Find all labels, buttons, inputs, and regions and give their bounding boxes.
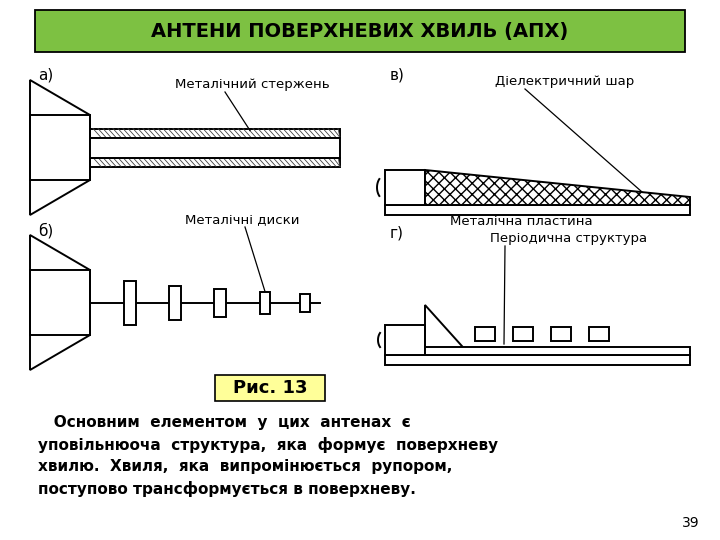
Text: Діелектричний шар: Діелектричний шар: [495, 75, 634, 88]
Text: Основним  елементом  у  цих  антенах  є: Основним елементом у цих антенах є: [38, 415, 410, 430]
Text: а): а): [38, 68, 53, 83]
Polygon shape: [425, 170, 690, 205]
Text: Металічний стержень: Металічний стержень: [175, 78, 330, 91]
Text: Металічні диски: Металічні диски: [185, 213, 300, 226]
Bar: [35, 10, 685, 52]
Text: Рис. 13: Рис. 13: [233, 379, 307, 397]
Text: б): б): [38, 223, 53, 239]
Bar: [385, 205, 690, 215]
Bar: [214, 288, 226, 316]
Bar: [90, 138, 340, 158]
Text: хвилю.  Хвиля,  яка  випромінюється  рупором,: хвилю. Хвиля, яка випромінюється рупором…: [38, 459, 452, 474]
Text: г): г): [390, 225, 404, 240]
Bar: [124, 280, 136, 325]
Bar: [169, 286, 181, 320]
Bar: [475, 327, 495, 341]
Text: уповільнюоча  структура,  яка  формує  поверхневу: уповільнюоча структура, яка формує повер…: [38, 437, 498, 453]
Bar: [385, 325, 425, 355]
Bar: [215, 375, 325, 401]
Bar: [300, 294, 310, 312]
Bar: [513, 327, 533, 341]
Bar: [260, 292, 270, 314]
Bar: [90, 129, 340, 138]
Bar: [385, 170, 425, 205]
Text: 39: 39: [683, 516, 700, 530]
Text: поступово трансформується в поверхневу.: поступово трансформується в поверхневу.: [38, 481, 416, 497]
Text: в): в): [390, 68, 405, 83]
Bar: [90, 158, 340, 166]
Bar: [589, 327, 609, 341]
Text: Металічна пластина: Металічна пластина: [450, 215, 593, 228]
Bar: [425, 347, 690, 355]
Text: Періодична структура: Періодична структура: [490, 232, 647, 245]
Bar: [551, 327, 571, 341]
Bar: [385, 355, 690, 365]
Text: АНТЕНИ ПОВЕРХНЕВИХ ХВИЛЬ (АПХ): АНТЕНИ ПОВЕРХНЕВИХ ХВИЛЬ (АПХ): [151, 22, 569, 40]
